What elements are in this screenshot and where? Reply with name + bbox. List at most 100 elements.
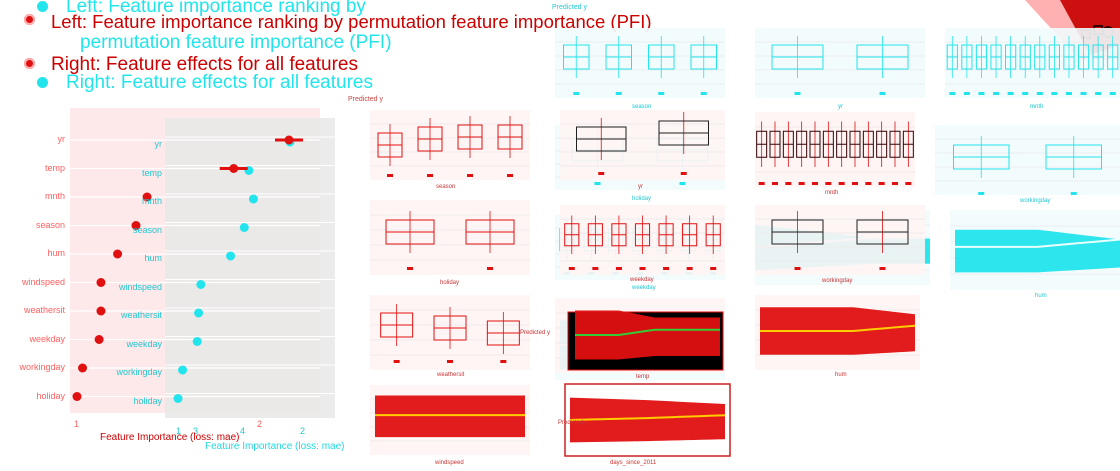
cyan-panel-label-holiday: holiday	[632, 196, 652, 202]
pfi-point-cyan	[248, 194, 258, 204]
red-box-mnth-rug	[758, 182, 765, 185]
red-bullet-line-1: Left: Feature importance ranking by perm…	[51, 11, 652, 32]
cyan-box-mnth-rug	[963, 92, 970, 95]
pfi-tick-label-cyan: season	[132, 224, 162, 235]
red-box-mnth-rug	[905, 182, 912, 185]
red-box-workingday-rug	[879, 267, 886, 270]
pfi-tick-label-cyan: yr	[154, 139, 163, 149]
red-box-weekday-rug	[592, 267, 599, 270]
cyan-box-mnth-rug	[1022, 92, 1029, 95]
pfi-point-red	[131, 221, 141, 230]
pfi-tick-label-cyan: windspeed	[118, 281, 162, 292]
red-panel-label-weekday: weekday	[630, 277, 654, 283]
pfi-tick-label-red: workingday	[19, 362, 65, 372]
pfi-point-red	[94, 335, 104, 344]
red-panel-mnth	[755, 112, 915, 187]
red-band-days	[570, 397, 725, 443]
pfi-x-tick-red: 1	[74, 419, 80, 429]
red-band-windspeed	[375, 395, 525, 438]
cyan-panel-label-workingday: workingday	[1020, 198, 1051, 204]
cyan-bullet-line-2: permutation feature importance (PFI)	[80, 32, 392, 53]
red-box-season-rug	[387, 174, 393, 177]
cyan-box-mnth-rug	[949, 92, 956, 95]
red-panel-label-holiday: holiday	[440, 280, 460, 286]
pfi-chart	[70, 108, 335, 418]
effects-title-cyan: Predicted y	[552, 4, 588, 11]
cyan-box-season-rug	[615, 92, 622, 95]
red-bullet-line-2: Right: Feature effects for all features	[51, 54, 358, 75]
pfi-tick-label-cyan: hum	[144, 253, 162, 263]
red-box-mnth-rug	[798, 182, 805, 185]
pfi-tick-label-red: hum	[47, 248, 65, 258]
red-ylabel-days: Predicted y	[558, 420, 589, 426]
cyan-panel-label-mnth: mnth	[1030, 104, 1044, 110]
pfi-tick-label-red: weathersit	[23, 305, 65, 315]
cyan-panel-label-season: season	[632, 104, 652, 110]
pfi-point-cyan	[226, 251, 236, 261]
pfi-tick-label-cyan: weekday	[126, 338, 162, 349]
pfi-tick-label-red: temp	[44, 162, 65, 173]
cyan-band-hum	[955, 229, 1120, 273]
red-panel-label-temp: temp	[636, 374, 650, 380]
pfi-point-cyan	[239, 223, 249, 232]
cyan-panel-season	[555, 28, 725, 98]
red-band-hum-mean-line	[760, 324, 916, 332]
effects-title-red: Predicted y	[348, 96, 384, 103]
red-ylabel-temp: Predicted y	[520, 330, 551, 336]
cyan-box-season-rug	[700, 92, 707, 95]
pfi-point-cyan	[178, 365, 188, 375]
red-box-weathersit-rug	[500, 360, 507, 363]
pfi-point-red	[78, 363, 88, 373]
pfi-point-cyan	[196, 280, 206, 289]
red-box-mnth-rug	[812, 182, 818, 185]
cyan-box-mnth-rug	[1051, 92, 1058, 95]
cyan-box-yr-rug	[794, 92, 801, 95]
red-box-weathersit-rug	[393, 360, 400, 363]
pfi-tick-label-cyan: weathersit	[120, 310, 162, 320]
pfi-tick-label-red: mnth	[44, 191, 65, 201]
red-box-mnth-rug	[825, 182, 832, 185]
red-panel-label-season: season	[436, 184, 456, 190]
red-dot-2	[24, 58, 35, 69]
cyan-box-workingday-rug	[978, 192, 985, 195]
red-box-holiday-rug	[487, 267, 493, 270]
cyan-box-season-rug	[658, 92, 665, 95]
pfi-point-cyan	[173, 394, 183, 403]
pfi-point-cyan	[194, 308, 204, 318]
pfi-tick-label-cyan: holiday	[133, 395, 162, 406]
red-box-season-rug	[507, 174, 513, 177]
pfi-x-tick-cyan: 3	[193, 426, 199, 436]
red-box-yr-rug	[680, 172, 687, 175]
pfi-tick-label-red: yr	[57, 134, 66, 144]
cyan-box-mnth-rug	[1065, 92, 1072, 95]
cyan-box-mnth-rug	[1036, 92, 1043, 95]
red-box-weathersit-rug	[447, 360, 453, 363]
pfi-point-red	[229, 164, 239, 173]
red-panel-label-days: days_since_2011	[610, 460, 657, 466]
pfi-tick-label-red: season	[35, 219, 65, 230]
cyan-box-yr-rug	[879, 92, 886, 95]
red-panel-holiday	[370, 200, 530, 275]
pfi-tick-label-red: windspeed	[21, 276, 65, 287]
pfi-point-red	[142, 192, 152, 202]
red-box-mnth-rug	[878, 182, 885, 185]
red-box-workingday-rug	[794, 267, 801, 270]
pfi-point-red	[96, 278, 106, 287]
red-box-holiday-rug	[407, 267, 413, 270]
red-panel-label-windspeed: windspeed	[435, 460, 464, 466]
pfi-x-tick-cyan: 1	[176, 426, 182, 436]
red-box-weekday-rug	[663, 267, 670, 270]
cyan-box-mnth-rug	[1007, 92, 1014, 95]
cyan-box-workingday-rug	[1070, 192, 1077, 195]
red-box-mnth-rug	[838, 182, 845, 185]
pfi-x-label: Feature Importance (loss: mae)	[100, 432, 240, 443]
cyan-bullet-line-1: Left: Feature importance ranking by	[66, 0, 366, 17]
cyan-band-hum-mean-line	[955, 238, 1120, 248]
pfi-tick-label-cyan: mnth	[141, 196, 162, 206]
cyan-panel-label-weekday: weekday	[632, 285, 656, 291]
cyan-panel-label-hum: hum	[1035, 293, 1047, 299]
cyan-dot-1	[37, 1, 48, 12]
red-box-weekday-rug	[615, 267, 622, 270]
red-box-mnth-rug	[785, 182, 792, 185]
red-panel-label-workingday: workingday	[822, 278, 853, 284]
